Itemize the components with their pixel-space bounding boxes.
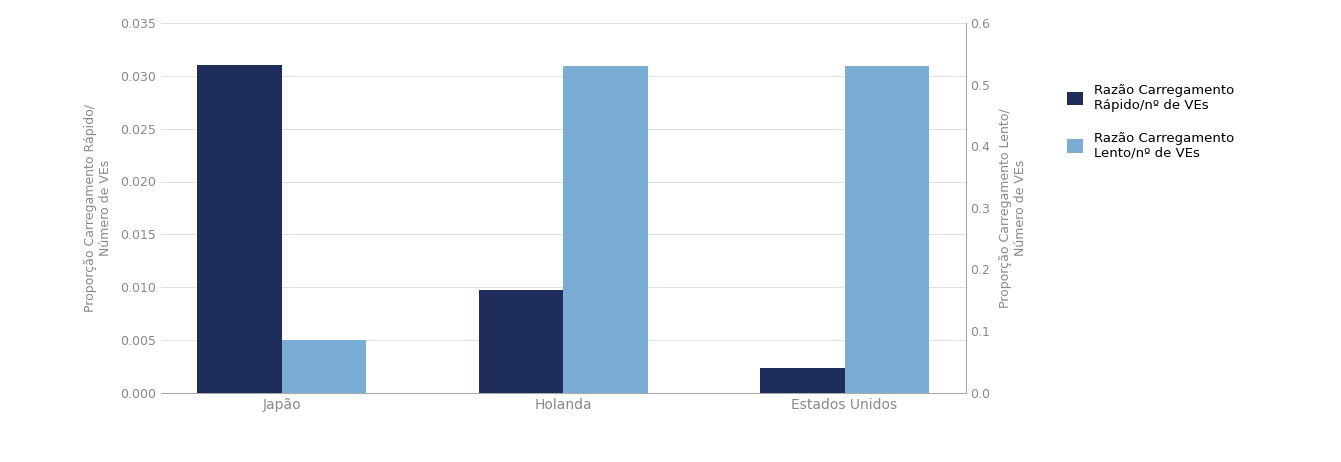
- Bar: [197, 65, 282, 393]
- Legend: Razão Carregamento
Rápido/nº de VEs, Razão Carregamento
Lento/nº de VEs: Razão Carregamento Rápido/nº de VEs, Raz…: [1062, 79, 1239, 165]
- Bar: [282, 340, 366, 393]
- Bar: [479, 290, 563, 393]
- Bar: [760, 368, 845, 393]
- Bar: [845, 66, 929, 393]
- Y-axis label: Proporção Carregamento Rápido/
Número de VEs: Proporção Carregamento Rápido/ Número de…: [83, 104, 111, 312]
- Y-axis label: Proporção Carregamento Lento/
Número de VEs: Proporção Carregamento Lento/ Número de …: [999, 108, 1027, 308]
- Bar: [563, 66, 648, 393]
